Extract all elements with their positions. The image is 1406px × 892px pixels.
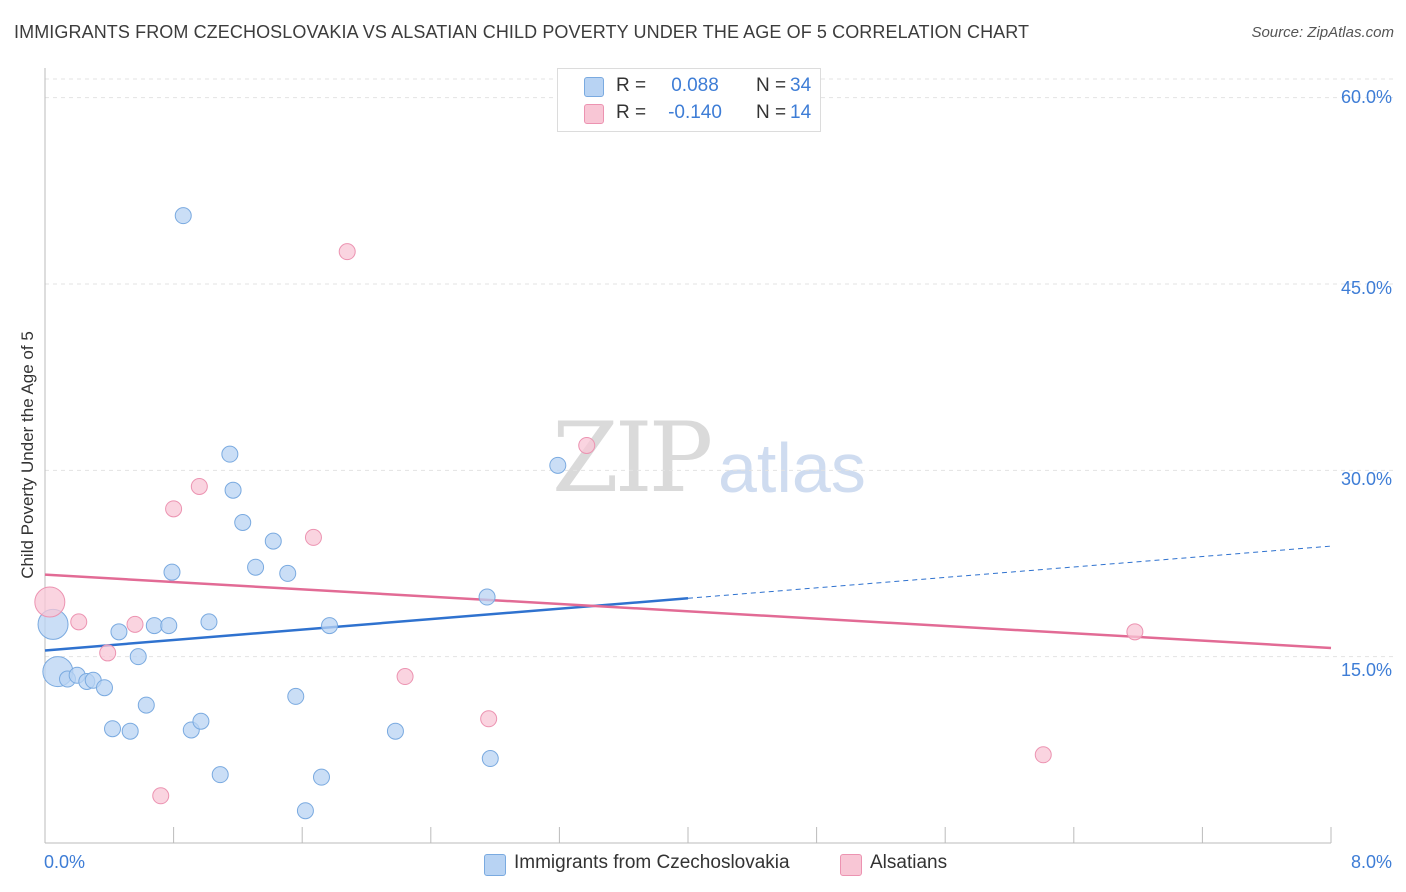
point-alsatians (126, 615, 144, 633)
point-czechoslovakia (110, 623, 128, 641)
point-czechoslovakia (279, 564, 297, 582)
point-czechoslovakia (247, 558, 265, 576)
point-czechoslovakia (200, 613, 218, 631)
legend-label: Immigrants from Czechoslovakia (514, 852, 790, 873)
gridlines (45, 78, 1393, 658)
legend-r-label: R = (616, 75, 647, 96)
legend-r-value: 0.088 (671, 75, 719, 96)
point-czechoslovakia (163, 563, 181, 581)
point-alsatians (396, 668, 414, 686)
y-axis-label: Child Poverty Under the Age of 5 (18, 331, 37, 579)
point-czechoslovakia (296, 802, 314, 820)
point-czechoslovakia (481, 750, 499, 768)
legend-n-label: N = (756, 102, 787, 123)
y-tick-label: 60.0% (1340, 87, 1392, 107)
point-czechoslovakia (221, 445, 239, 463)
legend: R = 0.088 N = 34 R = -0.140 N = 14 (557, 68, 821, 132)
point-czechoslovakia (264, 532, 282, 550)
point-alsatians (1034, 746, 1052, 764)
legend-swatch-pink (840, 854, 862, 876)
legend-label: Alsatians (870, 852, 948, 873)
point-alsatians (578, 436, 596, 454)
watermark-atlas: atlas (718, 429, 866, 507)
legend-swatch-blue (484, 854, 506, 876)
point-czechoslovakia (160, 617, 178, 635)
point-alsatians (480, 710, 498, 728)
point-czechoslovakia (549, 456, 567, 474)
point-czechoslovakia (145, 617, 163, 635)
point-alsatians (1126, 623, 1144, 641)
point-czechoslovakia (174, 207, 192, 225)
point-czechoslovakia (234, 513, 252, 531)
point-czechoslovakia (211, 766, 229, 784)
point-czechoslovakia (121, 722, 139, 740)
watermark-zip: ZIP (552, 402, 713, 514)
point-alsatians (304, 528, 322, 546)
point-czechoslovakia (478, 588, 496, 606)
y-tick-label: 45.0% (1340, 278, 1392, 298)
point-alsatians (338, 243, 356, 261)
legend-n-value: 14 (790, 102, 812, 123)
point-czechoslovakia (137, 696, 155, 714)
legend-r-label: R = (616, 102, 647, 123)
point-alsatians (34, 586, 66, 618)
point-czechoslovakia (95, 679, 113, 697)
trendline-czechoslovakia-extension (687, 545, 1332, 599)
point-czechoslovakia (224, 481, 242, 499)
legend-n-label: N = (756, 75, 787, 96)
point-alsatians (165, 500, 183, 518)
legend-swatch-pink (584, 104, 604, 124)
y-tick-label: 15.0% (1340, 660, 1392, 680)
legend-swatch-blue (584, 77, 604, 97)
point-czechoslovakia (129, 648, 147, 666)
source-label: Source: ZipAtlas.com (1251, 24, 1394, 41)
point-czechoslovakia (287, 687, 305, 705)
y-tick-label: 30.0% (1340, 469, 1392, 489)
legend-n-value: 34 (790, 75, 812, 96)
trend-lines (44, 545, 1332, 652)
chart-title: IMMIGRANTS FROM CZECHOSLOVAKIA VS ALSATI… (14, 22, 1030, 42)
legend-r-value: -0.140 (668, 102, 722, 123)
point-czechoslovakia (104, 720, 122, 738)
point-alsatians (70, 613, 88, 631)
axes (44, 68, 1332, 844)
data-points (34, 207, 1144, 820)
point-czechoslovakia (312, 768, 330, 786)
trendline-czechoslovakia (44, 597, 689, 652)
x-tick-label: 0.0% (44, 852, 86, 872)
point-alsatians (190, 477, 208, 495)
point-czechoslovakia (192, 712, 210, 730)
point-czechoslovakia (321, 617, 339, 635)
point-alsatians (99, 644, 117, 662)
point-czechoslovakia (386, 722, 404, 740)
point-alsatians (152, 787, 170, 805)
trendline-alsatians (44, 573, 1332, 650)
x-tick-label: 8.0% (1350, 852, 1392, 872)
